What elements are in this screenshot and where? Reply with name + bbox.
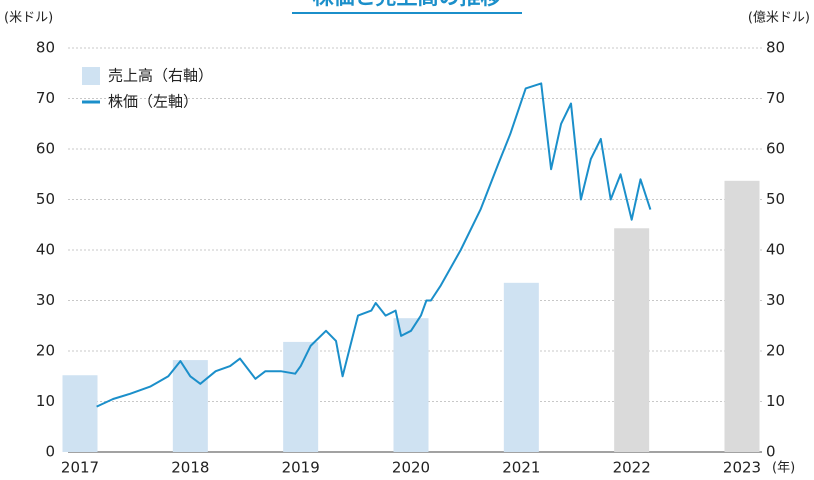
bar <box>393 318 429 452</box>
legend-label: 株価（左軸） <box>108 93 198 111</box>
bar <box>283 341 319 452</box>
y-axis-label: (米ドル) <box>4 11 53 26</box>
y2-tick-label: 0 <box>766 443 776 461</box>
bar <box>503 282 539 452</box>
x-tick-label: 2022 <box>613 459 651 477</box>
y2-tick-label: 60 <box>766 140 785 158</box>
chart-title: 株価と売上高の推移 <box>313 0 502 9</box>
x-tick-label: 2017 <box>61 459 99 477</box>
bar <box>172 360 208 452</box>
bar <box>62 375 98 452</box>
y2-axis-label: (億米ドル) <box>748 10 810 26</box>
y-tick-label: 50 <box>36 190 55 208</box>
x-tick-label: 2019 <box>282 459 320 477</box>
y2-tick-label: 80 <box>766 39 785 57</box>
y-tick-label: 70 <box>36 89 55 107</box>
legend-swatch <box>82 67 100 85</box>
x-tick-label: 2023 <box>723 459 761 477</box>
y-tick-label: 60 <box>36 140 55 158</box>
y2-tick-label: 20 <box>766 342 785 360</box>
y-tick-label: 80 <box>36 39 55 57</box>
y2-tick-label: 30 <box>766 291 785 309</box>
y2-tick-label: 70 <box>766 89 785 107</box>
x-axis-label: (年) <box>772 461 795 476</box>
x-tick-label: 2018 <box>171 459 209 477</box>
y-tick-label: 40 <box>36 241 55 259</box>
bar <box>614 228 650 452</box>
y-tick-label: 20 <box>36 342 55 360</box>
legend-label: 売上高（右軸） <box>108 67 213 85</box>
x-tick-label: 2020 <box>392 459 430 477</box>
y-tick-label: 0 <box>45 443 55 461</box>
x-tick-label: 2021 <box>502 459 540 477</box>
y-tick-label: 10 <box>36 392 55 410</box>
y2-tick-label: 50 <box>766 190 785 208</box>
y2-tick-label: 40 <box>766 241 785 259</box>
y-tick-label: 30 <box>36 291 55 309</box>
y2-tick-label: 10 <box>766 392 785 410</box>
price-line <box>96 82 652 408</box>
bar <box>724 180 760 452</box>
